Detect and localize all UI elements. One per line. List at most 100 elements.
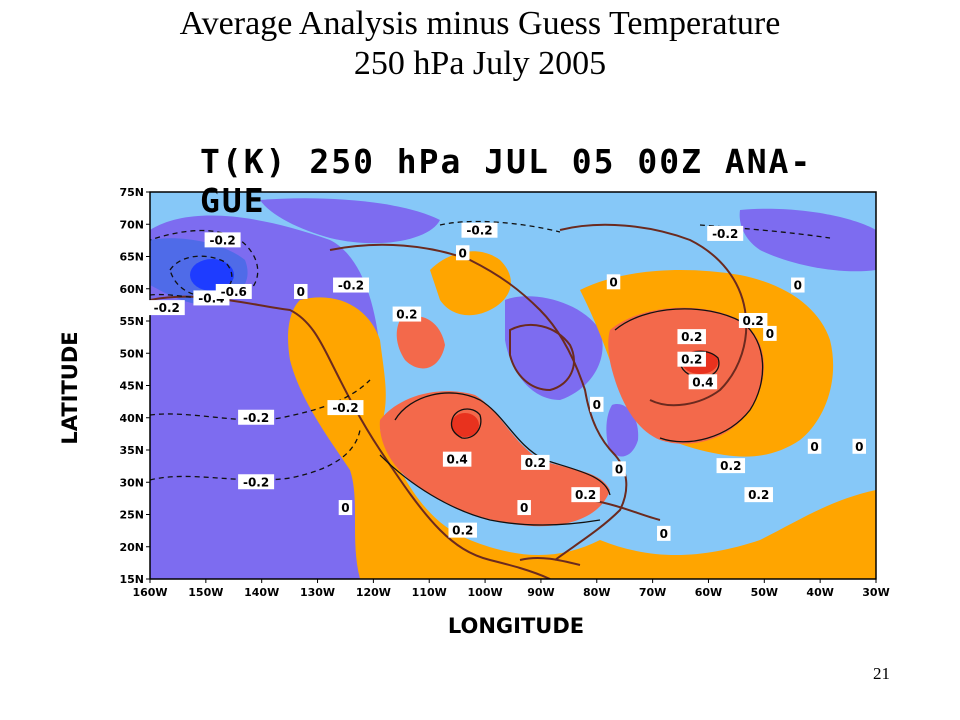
contour-label: 0.2 [521, 454, 550, 470]
contour-label: -0.2 [333, 277, 370, 293]
lon-tick-label: 150W [188, 586, 223, 599]
contour-label: 0.2 [716, 458, 746, 474]
lat-tick-label: 25N [119, 509, 144, 522]
lon-tick-label: 50W [751, 586, 778, 599]
lon-tick-label: 110W [412, 586, 447, 599]
contour-label-box [148, 300, 185, 316]
contour-label-text: 0 [810, 440, 818, 454]
contour-label-text: 0 [520, 501, 528, 515]
contour-label: -0.2 [204, 232, 241, 248]
contour-label: -0.2 [238, 474, 275, 490]
contour-label: 0 [763, 325, 777, 341]
contour-label: 0 [657, 525, 671, 541]
contour-label-box [455, 245, 470, 261]
lat-tick-label: 60N [119, 283, 144, 296]
contour-label-box [204, 232, 241, 248]
contour-label-box [521, 454, 550, 470]
contour-label-box [744, 487, 773, 503]
contour-label: 0 [612, 461, 626, 477]
contour-label-box [677, 329, 706, 345]
plus-0-2-region-west [396, 316, 445, 369]
axis-ticks: 160W 150W 140W 130W 120W 110W 100W 90W 80W 70W 60W… [119, 186, 889, 599]
lon-tick-label: 30W [862, 586, 889, 599]
contour-label-text: 0.2 [396, 308, 417, 322]
lon-tick-label: 130W [300, 586, 335, 599]
contour-label-text: 0.4 [447, 453, 468, 467]
contour-label-box [657, 525, 671, 541]
contour-label-text: -0.2 [209, 233, 235, 247]
lon-tick-label: 80W [583, 586, 610, 599]
contour-label: -0.2 [148, 300, 185, 316]
contour-label-box [294, 283, 308, 299]
lon-tick-label: 60W [695, 586, 722, 599]
lat-tick-label: 15N [119, 573, 144, 586]
lat-tick-label: 55N [119, 315, 144, 328]
contour-label: 0 [606, 274, 621, 290]
contour-label: 0.2 [448, 522, 477, 538]
slide-title-line2: 250 hPa July 2005 [353, 45, 607, 82]
contour-label-box [338, 500, 353, 516]
contour-label-text: 0 [766, 327, 774, 341]
contour-label-box [612, 461, 626, 477]
contour-label: 0.2 [571, 487, 600, 503]
contour-label: 0.4 [442, 451, 472, 467]
lat-tick-label: 75N [119, 186, 144, 199]
contour-label-box [807, 438, 822, 454]
lon-tick-label: 70W [639, 586, 666, 599]
lat-tick-label: 45N [119, 380, 144, 393]
contour-label: -0.2 [238, 409, 275, 425]
contour-label-text: 0 [297, 285, 305, 299]
minus-0-6-core [190, 259, 234, 291]
contour-label-layer: -0.2-0.2 -0.200 0-0.20-0.2-0.4-0.60.2 0.200… [148, 222, 866, 541]
contour-label: 0.2 [392, 306, 422, 322]
contour-label: 0.2 [677, 351, 706, 367]
contour-label-box [852, 438, 866, 454]
negative-region-east [739, 208, 876, 272]
contour-label-text: 0.2 [452, 524, 473, 538]
contour-label: 0 [517, 500, 531, 516]
contour-label-text: 0 [609, 275, 617, 289]
lon-tick-label: 140W [244, 586, 279, 599]
contour-label: 0 [338, 500, 353, 516]
negative-region-north [260, 198, 440, 244]
contour-label: 0 [455, 245, 470, 261]
lon-tick-label: 100W [468, 586, 503, 599]
contour-label-text: -0.2 [243, 475, 269, 489]
lat-tick-label: 40N [119, 412, 144, 425]
slide-title-line1: Average Analysis minus Guess Temperature [179, 5, 781, 42]
lat-tick-label: 50N [119, 347, 144, 360]
lon-tick-label: 160W [132, 586, 167, 599]
contour-label-box [517, 500, 531, 516]
contour-label: 0 [852, 438, 866, 454]
contour-label-box [238, 409, 275, 425]
contour-label-box [716, 458, 746, 474]
contour-label-box [442, 451, 472, 467]
contour-label-box [461, 222, 498, 238]
contour-label: 0 [590, 396, 604, 412]
contour-label-text: 0.2 [681, 353, 702, 367]
plot-title: T(K) 250 hPa JUL 05 00Z ANA-GUE [200, 142, 813, 220]
contour-label-text: 0 [660, 527, 668, 541]
contour-label: -0.6 [215, 283, 252, 299]
contour-label-box [333, 277, 370, 293]
lat-tick-label: 30N [119, 476, 144, 489]
contour-label-text: -0.2 [154, 301, 180, 315]
page-number: 21 [873, 664, 890, 683]
contour-label-box [238, 474, 275, 490]
contour-label-box [688, 374, 718, 390]
contour-label-text: -0.2 [243, 411, 269, 425]
positive-region-central [288, 297, 876, 579]
contour-label-text: 0 [855, 440, 863, 454]
contour-label-text: -0.2 [338, 279, 364, 293]
contour-label-text: 0 [794, 279, 802, 293]
contour-label-text: 0 [615, 462, 623, 476]
contour-label-text: -0.6 [221, 285, 247, 299]
lon-tick-label: 90W [527, 586, 554, 599]
contour-label: 0 [791, 277, 805, 293]
y-axis-label: LATITUDE [58, 331, 82, 445]
contour-label: 0.2 [738, 313, 768, 328]
contour-label-text: 0.2 [720, 459, 741, 473]
contour-label-text: 0.2 [681, 330, 702, 344]
contour-label-box [392, 306, 422, 322]
